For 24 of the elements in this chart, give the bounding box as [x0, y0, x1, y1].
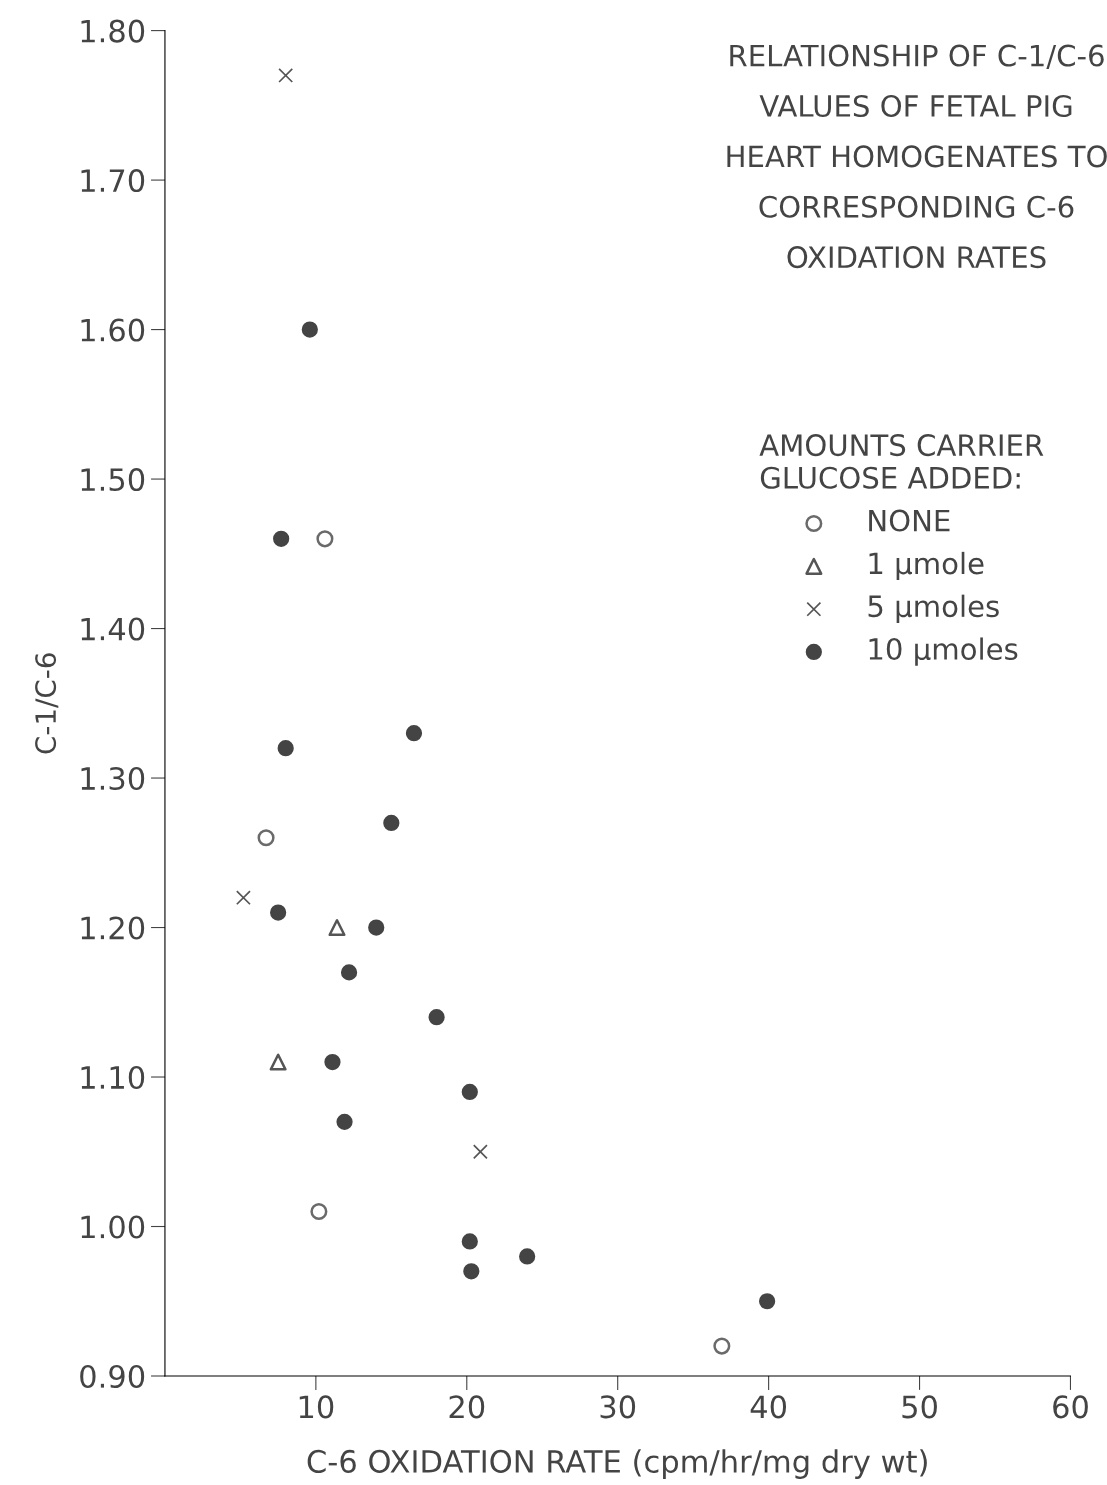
- y-tick-label: 1.40: [81, 617, 145, 641]
- y-tick-label: 1.80: [81, 19, 145, 43]
- x-axis-title: C-6 OXIDATION RATE (cpm/hr/mg dry wt): [307, 1449, 927, 1479]
- text: RELATIONSHIP OF C-1/C-6 VALUES OF FETAL PIG HEART HOMOGENATES TO CORRESPONDING C-6 OXIDATION RATES: [727, 44, 1107, 269]
- x-tick-label: 60: [1053, 1395, 1088, 1419]
- x-tick-label: 50: [902, 1395, 937, 1419]
- y-tick-label: 1.50: [81, 467, 145, 492]
- legend-label: 5 µmoles: [868, 594, 999, 623]
- x-tick-label: 10: [299, 1395, 334, 1419]
- y-tick-label: 1.70: [81, 169, 145, 193]
- x-tick-label: 40: [750, 1395, 787, 1419]
- x-tick-label: 20: [449, 1395, 485, 1419]
- legend-label: NONE: [869, 509, 950, 532]
- y-tick-label: 1.20: [81, 916, 145, 940]
- y-tick-label: 1.00: [81, 1215, 145, 1239]
- y-tick-label: 1.60: [81, 318, 145, 342]
- x-tick-label: 30: [600, 1395, 636, 1419]
- y-tick-label: 1.30: [81, 766, 145, 791]
- legend-label: 10 µmoles: [869, 637, 1018, 666]
- legend-title: AMOUNTS CARRIER GLUCOSE ADDED:: [759, 434, 1044, 489]
- y-tick-label: 1.10: [81, 1065, 145, 1090]
- y-axis-title: C-1/C-6: [35, 653, 59, 754]
- legend-label: 1 µmole: [869, 551, 984, 581]
- y-tick-label: 0.90: [80, 1364, 145, 1389]
